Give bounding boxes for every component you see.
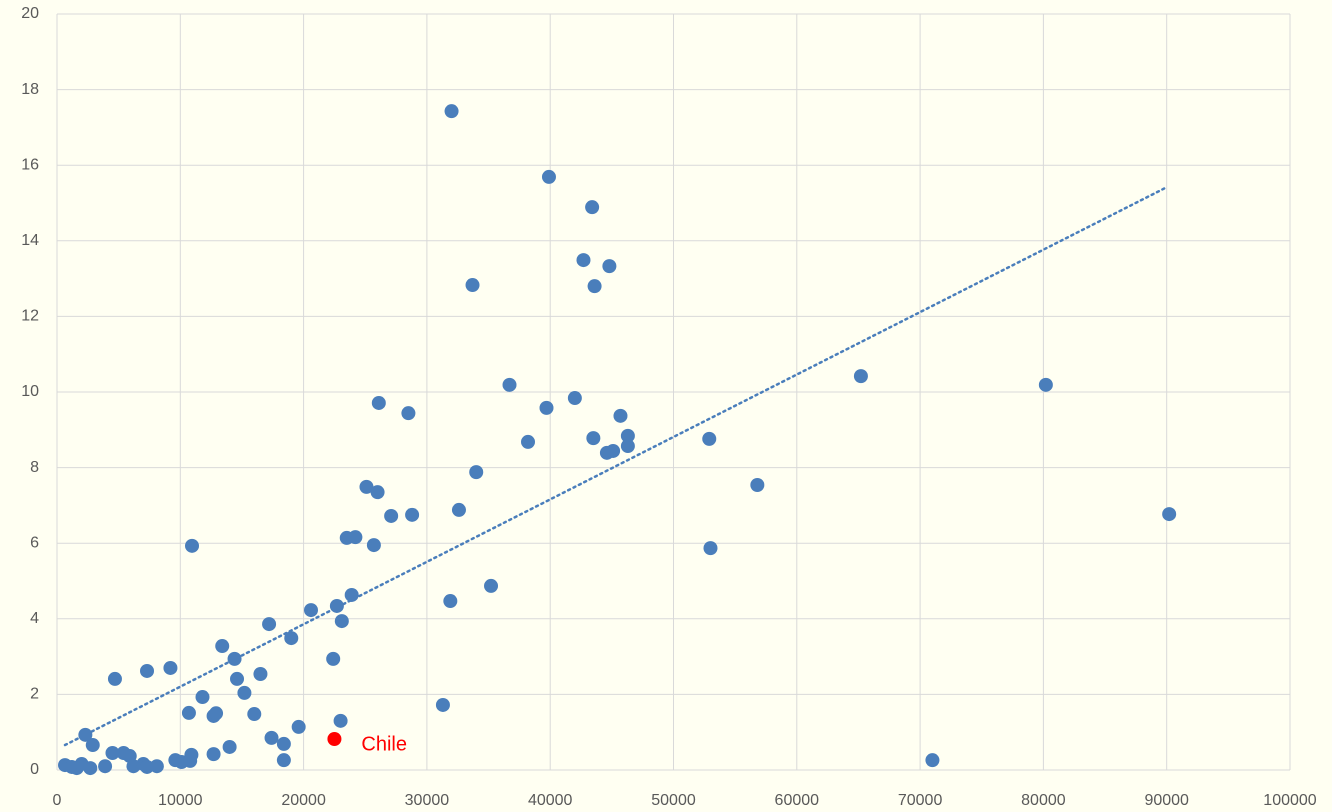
point [262,617,277,632]
point [253,666,268,681]
point [539,400,554,415]
y-tick-label: 12 [21,308,39,325]
annotation: Chile [361,733,407,755]
point [435,697,450,712]
point [230,671,245,686]
point [451,502,466,517]
point [149,759,164,774]
x-tick-label: 40000 [528,792,573,809]
point [276,753,291,768]
point [587,279,602,294]
y-tick-label: 6 [30,534,39,551]
point [576,253,591,268]
y-tick-label: 18 [21,81,39,98]
point [303,603,318,618]
point [264,730,279,745]
y-tick-label: 0 [30,761,39,778]
point [185,538,200,553]
point [702,431,717,446]
x-tick-label: 30000 [405,792,450,809]
point [107,671,122,686]
point [206,747,221,762]
point [326,651,341,666]
point [1162,507,1177,522]
x-tick-label: 90000 [1144,792,1189,809]
point [163,660,178,675]
point [209,706,224,721]
y-tick-label: 2 [30,686,39,703]
point [750,477,765,492]
point [384,508,399,523]
point [222,739,237,754]
point [606,443,621,458]
point [401,406,416,421]
point [620,439,635,454]
point [333,713,348,728]
point [484,578,499,593]
point [276,736,291,751]
point [366,538,381,553]
point [184,747,199,762]
point [613,408,628,423]
point [620,428,635,443]
y-tick-label: 8 [30,459,39,476]
point [359,479,374,494]
point [181,705,196,720]
x-tick-label: 70000 [898,792,943,809]
point [1038,377,1053,392]
x-tick-label: 20000 [281,792,326,809]
highlight-point [327,732,342,747]
point [334,614,349,629]
y-tick-label: 10 [21,383,39,400]
y-tick-label: 14 [21,232,39,249]
point [140,663,155,678]
point [291,719,306,734]
point [284,631,299,646]
point [247,707,262,722]
x-tick-label: 80000 [1021,792,1066,809]
point [567,391,582,406]
point [344,587,359,602]
point [585,200,600,215]
point [329,598,344,613]
point [195,690,210,705]
point [469,465,484,480]
point [541,169,556,184]
y-tick-label: 16 [21,156,39,173]
y-tick-label: 20 [21,5,39,22]
point [370,485,385,500]
point [348,530,363,545]
point [502,377,517,392]
point [98,759,113,774]
point [925,753,940,768]
point [465,278,480,293]
point [215,639,230,654]
point [444,104,459,119]
point [237,685,252,700]
trendline [63,186,1167,747]
point [85,738,100,753]
x-tick-label: 50000 [651,792,696,809]
point [371,395,386,410]
point [586,431,601,446]
x-tick-label: 60000 [775,792,820,809]
point [405,507,420,522]
x-tick-label: 10000 [158,792,203,809]
point [853,369,868,384]
point [83,761,98,776]
x-tick-label: 100000 [1263,792,1316,809]
y-tick-label: 4 [30,610,39,627]
point [443,594,458,609]
point [521,434,536,449]
point [703,541,718,556]
x-tick-label: 0 [53,792,62,809]
point [227,651,242,666]
point [602,259,617,274]
point [105,745,120,760]
